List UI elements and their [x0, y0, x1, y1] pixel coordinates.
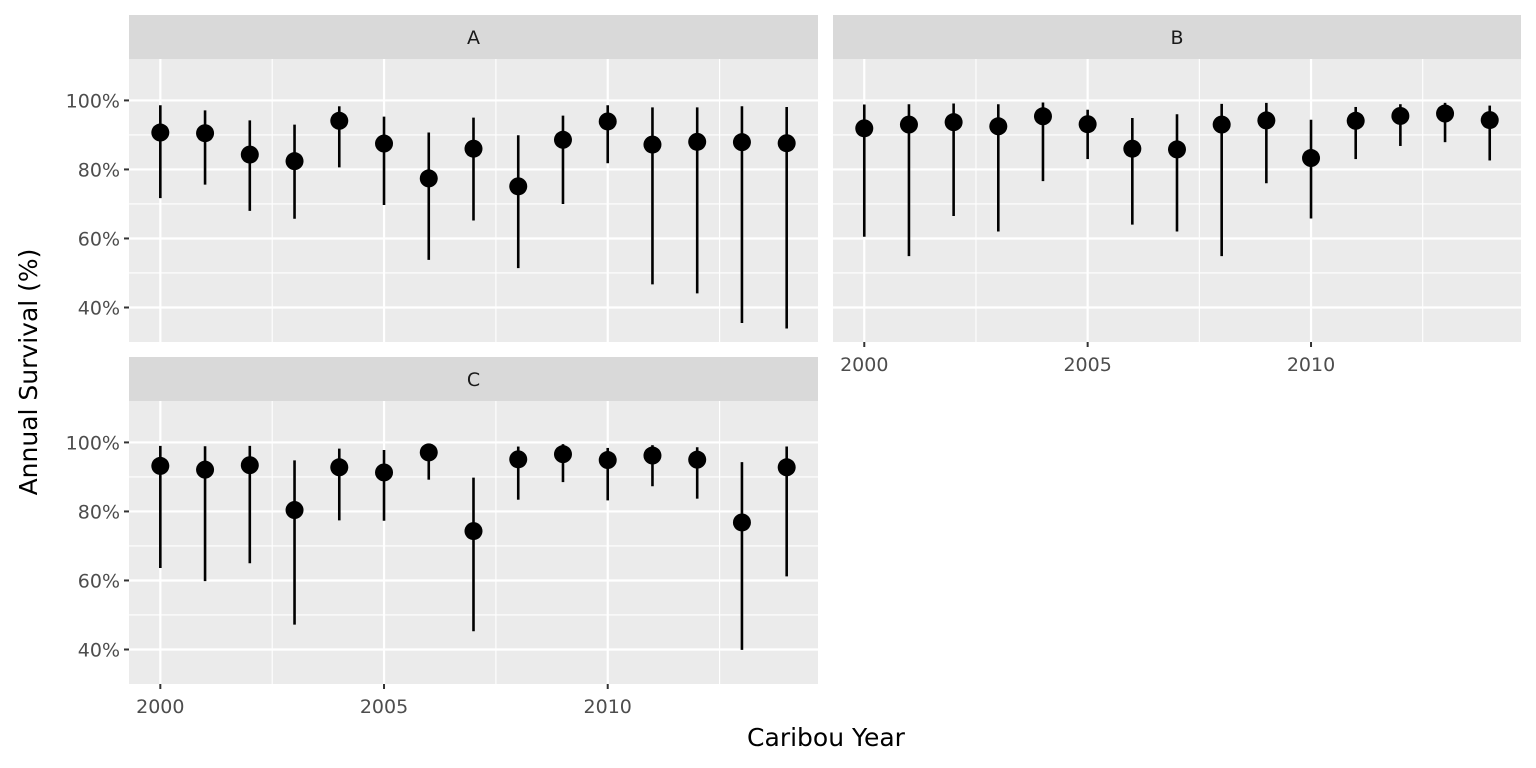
- data-point: [285, 501, 304, 520]
- data-point: [598, 451, 617, 470]
- data-point: [375, 134, 394, 153]
- x-tick-label: 2000: [136, 696, 184, 718]
- facet-strip: [833, 15, 1521, 59]
- x-tick-label: 2010: [584, 696, 632, 718]
- data-point: [151, 123, 170, 142]
- facet-panels: A 40% 60% 80% 100% B 2000 2005 2010 C 40% 60% 80% 100…: [66, 15, 1521, 718]
- x-axis-title: Caribou Year: [747, 723, 906, 752]
- data-point: [1480, 111, 1499, 130]
- y-tick-label: 60%: [78, 570, 120, 592]
- data-point: [777, 458, 796, 477]
- y-tick-label: 80%: [78, 501, 120, 523]
- data-point: [240, 145, 259, 164]
- data-point: [855, 119, 874, 138]
- y-tick-label: 100%: [66, 90, 120, 112]
- data-point: [196, 124, 215, 143]
- data-point: [1033, 107, 1052, 126]
- data-point: [553, 445, 572, 464]
- x-tick-label: 2005: [360, 696, 408, 718]
- data-point: [509, 450, 528, 469]
- y-tick-label: 100%: [66, 432, 120, 454]
- facet-strip: [129, 15, 818, 59]
- data-point: [688, 132, 707, 151]
- data-point: [989, 117, 1008, 136]
- y-tick-label: 80%: [78, 159, 120, 181]
- data-point: [1212, 115, 1231, 134]
- facet-strip: [129, 357, 818, 401]
- data-point: [1436, 104, 1455, 123]
- data-point: [151, 456, 170, 475]
- facet-panel-c: C 40% 60% 80% 100% 2000 2005 2010: [66, 357, 818, 718]
- y-axis-title: Annual Survival (%): [14, 249, 43, 496]
- y-tick-label: 60%: [78, 228, 120, 250]
- data-point: [553, 130, 572, 149]
- data-point: [419, 443, 438, 462]
- data-point: [1257, 111, 1276, 130]
- data-point: [643, 135, 662, 154]
- data-point: [464, 522, 483, 541]
- data-point: [643, 446, 662, 465]
- x-tick-label: 2010: [1287, 354, 1335, 376]
- data-point: [375, 463, 394, 482]
- data-point: [598, 112, 617, 131]
- data-point: [419, 169, 438, 188]
- data-point: [944, 113, 963, 132]
- facet-panel-a: A 40% 60% 80% 100%: [66, 15, 818, 342]
- data-point: [464, 139, 483, 158]
- data-point: [1168, 140, 1186, 159]
- facet-panel-b: B 2000 2005 2010: [833, 15, 1521, 376]
- data-point: [285, 152, 304, 171]
- data-point: [1302, 149, 1321, 168]
- y-tick-label: 40%: [78, 639, 120, 661]
- x-tick-label: 2000: [840, 354, 888, 376]
- data-point: [240, 456, 259, 475]
- data-point: [777, 134, 796, 153]
- data-point: [196, 460, 215, 479]
- y-tick-label: 40%: [78, 297, 120, 319]
- facet-strip-label: B: [1170, 27, 1183, 49]
- data-point: [330, 111, 349, 130]
- data-point: [732, 513, 751, 532]
- data-point: [330, 458, 349, 477]
- data-point: [732, 133, 751, 152]
- data-point: [1346, 111, 1365, 130]
- x-tick-label: 2005: [1063, 354, 1111, 376]
- data-point: [1391, 106, 1410, 125]
- data-point: [688, 450, 707, 469]
- data-point: [1078, 115, 1097, 134]
- data-point: [899, 115, 918, 134]
- data-point: [1123, 139, 1142, 158]
- facet-strip-label: A: [467, 27, 480, 49]
- facet-strip-label: C: [467, 369, 480, 391]
- data-point: [509, 177, 528, 196]
